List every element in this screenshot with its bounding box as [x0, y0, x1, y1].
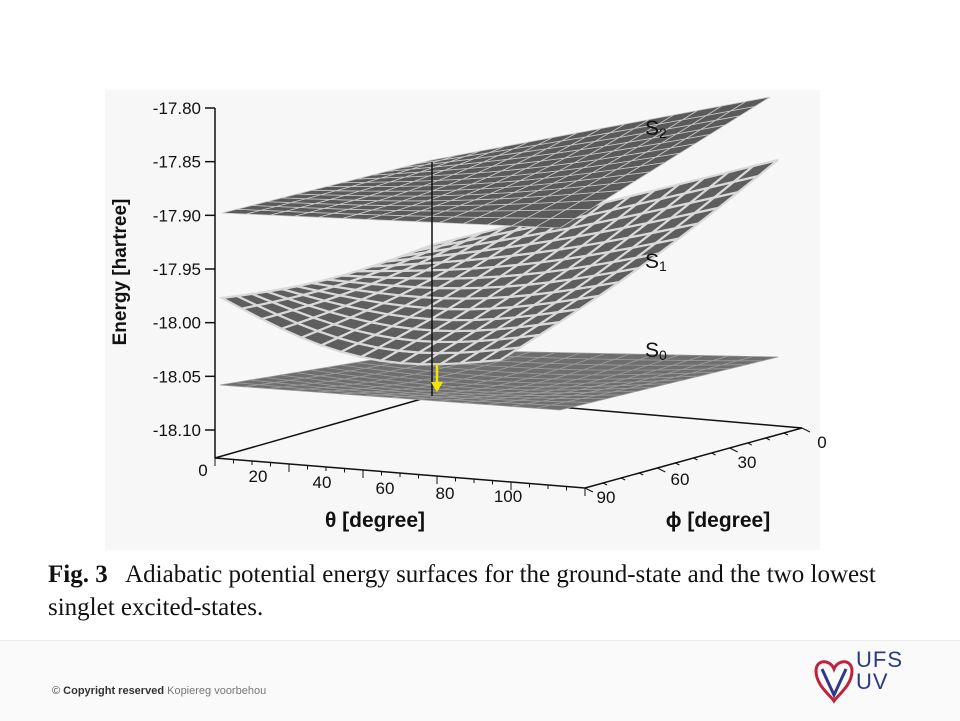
phi-tick-mark — [747, 442, 752, 446]
energy-tick-label: -18.05 — [153, 367, 201, 386]
copyright-label: Copyright reserved — [63, 685, 165, 697]
phi-tick-label: 90 — [597, 488, 616, 507]
phi-tick-mark — [602, 482, 608, 486]
caption-text: Adiabatic potential energy surfaces for … — [48, 561, 876, 621]
energy-tick-label: -17.80 — [153, 99, 201, 118]
surface-cell — [737, 356, 779, 362]
copyright-translation: Kopiereg voorbehou — [167, 685, 267, 697]
surface-label-s2: S2 — [645, 117, 667, 141]
marker-arrow-head — [431, 382, 443, 392]
theta-axis-label: θ [degree] — [325, 509, 425, 532]
ufs-logo-icon — [814, 660, 854, 704]
phi-tick-label: 0 — [817, 433, 826, 452]
energy-tick-label: -17.85 — [153, 153, 201, 172]
surface-s2 — [221, 96, 771, 229]
surface-s0 — [219, 349, 779, 411]
energy-surface-chart: -17.80 -17.85 -17.90 -17.95 -18.00 -18.05 -18.… — [110, 96, 827, 532]
surface-label-s1: S1 — [645, 250, 667, 274]
surface-cell — [733, 158, 779, 183]
surface-cell — [730, 96, 771, 112]
phi-tick-label: 30 — [738, 453, 757, 472]
energy-tick-label: -18.10 — [153, 421, 201, 440]
theta-tick-label: 100 — [494, 487, 522, 506]
theta-tick-label: 80 — [436, 484, 455, 503]
phi-tick-mark — [639, 472, 644, 476]
copyright-symbol: © — [52, 685, 61, 697]
phi-tick-mark — [620, 477, 626, 481]
ufs-logo-text-2: UV — [856, 669, 889, 694]
energy-tick-label: -18.00 — [153, 314, 201, 333]
phi-tick-mark — [693, 457, 698, 461]
theta-tick-label: 40 — [313, 473, 332, 492]
ufs-logo-text: UFS UV — [856, 649, 903, 693]
surface-s1 — [218, 158, 779, 366]
caption-figure-label: Fig. 3 — [48, 561, 108, 588]
theta-tick-label: 60 — [376, 479, 395, 498]
floor-back-edge-left — [214, 395, 433, 459]
phi-tick-mark — [801, 427, 811, 433]
phi-tick-mark — [657, 467, 666, 473]
energy-axis-label: Energy [hartree] — [110, 199, 131, 346]
copyright-notice: © Copyright reserved Kopiereg voorbehou — [52, 685, 266, 697]
theta-tick-label: 20 — [249, 467, 268, 486]
phi-tick-mark — [675, 462, 680, 466]
figure-caption: Fig. 3 Adiabatic potential energy surfac… — [48, 558, 908, 624]
ufs-logo-text-1: UFS — [856, 647, 903, 672]
phi-tick-label: 60 — [671, 470, 690, 489]
phi-tick-mark — [711, 452, 716, 456]
phi-tick-mark — [765, 437, 771, 441]
energy-tick-label: -17.95 — [153, 260, 201, 279]
theta-tick-label: 0 — [198, 461, 207, 480]
phi-axis-label: ϕ [degree] — [666, 509, 770, 532]
slide: -17.80 -17.85 -17.90 -17.95 -18.00 -18.05 -18.… — [48, 96, 908, 624]
phi-tick-mark — [729, 447, 738, 453]
footer: © Copyright reserved Kopiereg voorbehou … — [0, 640, 960, 721]
phi-tick-mark — [783, 432, 789, 436]
energy-tick-label: -17.90 — [153, 206, 201, 225]
phi-tick-mark — [584, 487, 594, 493]
surface-label-s0: S0 — [645, 339, 667, 363]
